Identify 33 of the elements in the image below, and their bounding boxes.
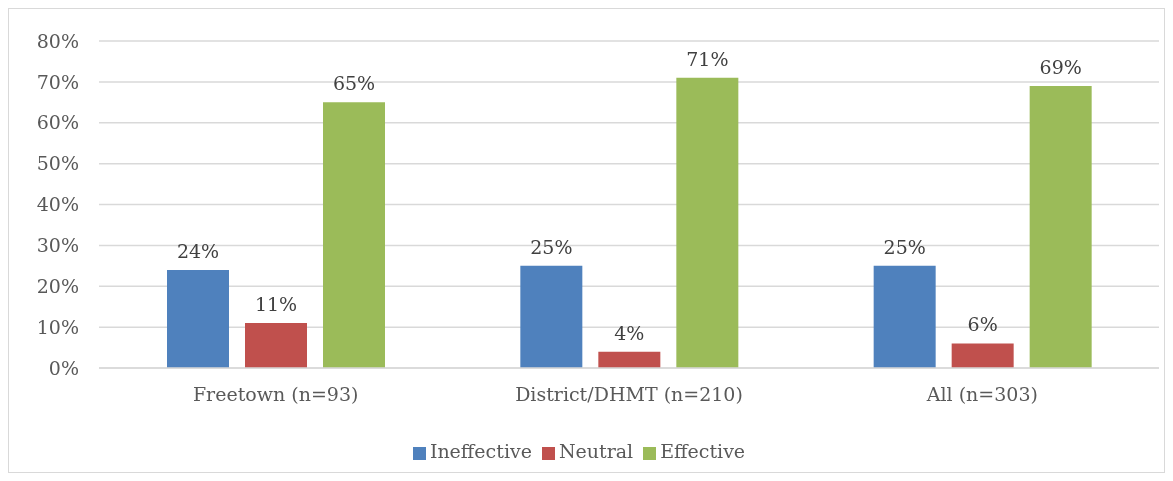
bar bbox=[951, 343, 1014, 368]
y-tick-label: 30% bbox=[36, 234, 79, 257]
bar bbox=[1029, 85, 1092, 368]
data-label: 11% bbox=[254, 293, 298, 316]
data-label: 6% bbox=[967, 313, 998, 336]
data-label: 24% bbox=[176, 239, 220, 262]
y-tick-label: 80% bbox=[36, 29, 79, 52]
y-tick-label: 20% bbox=[36, 274, 79, 297]
data-label: 65% bbox=[332, 72, 376, 95]
bar bbox=[676, 77, 739, 368]
bar bbox=[598, 351, 661, 368]
data-label: 4% bbox=[614, 321, 645, 344]
y-tick-label: 50% bbox=[36, 152, 79, 175]
x-tick-label: Freetown (n=93) bbox=[192, 383, 359, 406]
bar bbox=[323, 102, 385, 368]
y-tick-label: 60% bbox=[36, 111, 79, 134]
bar bbox=[245, 323, 307, 368]
data-label: 71% bbox=[686, 47, 729, 70]
y-tick-label: 10% bbox=[36, 315, 79, 338]
data-label: 69% bbox=[1039, 55, 1082, 78]
legend-label: Effective bbox=[660, 440, 746, 462]
legend-label: Ineffective bbox=[429, 440, 532, 462]
x-tick-label: District/DHMT (n=210) bbox=[515, 383, 743, 406]
bar bbox=[873, 265, 936, 368]
y-tick-label: 40% bbox=[36, 193, 79, 216]
x-tick-label: All (n=303) bbox=[925, 383, 1038, 406]
bar bbox=[520, 265, 583, 368]
data-label: 25% bbox=[530, 235, 573, 258]
y-tick-label: 0% bbox=[48, 356, 79, 379]
legend-label: Neutral bbox=[558, 440, 634, 462]
data-label: 25% bbox=[883, 235, 926, 258]
bar bbox=[167, 269, 229, 368]
y-tick-label: 70% bbox=[36, 70, 79, 93]
